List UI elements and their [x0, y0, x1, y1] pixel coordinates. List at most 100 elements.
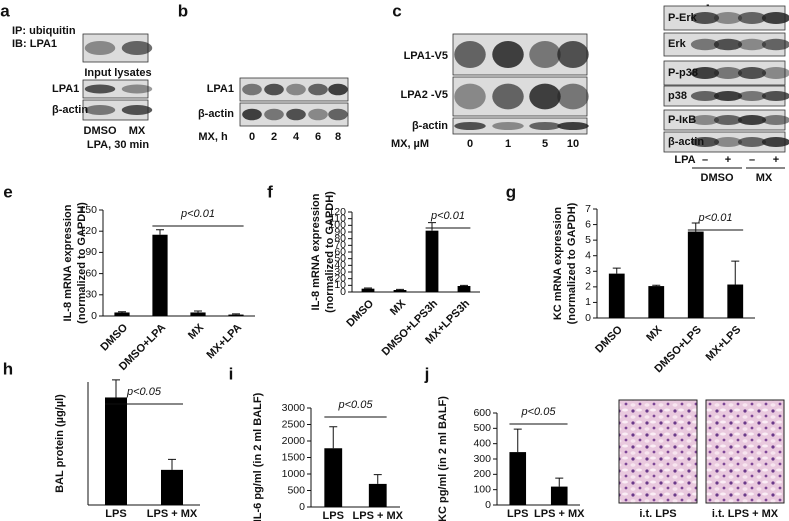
y-axis-label: IL-8 mRNA expression: [62, 204, 74, 321]
group-label: MX: [756, 172, 773, 184]
blot-band: [121, 84, 153, 94]
y-tick-label: 120: [79, 225, 97, 237]
bar: [361, 288, 375, 292]
x-tick-label: MX+LPA: [205, 322, 245, 362]
y-tick-label: 0: [485, 499, 491, 511]
y-tick-label: 20: [334, 272, 346, 284]
p-value: p<0.05: [338, 399, 374, 411]
y-axis-label: KC pg/ml (in 2 ml BALF): [437, 396, 449, 521]
error-bar: [460, 284, 468, 286]
x-tick-label: LPS: [323, 510, 344, 521]
lane-label: 5: [542, 138, 548, 150]
bar: [324, 448, 343, 507]
blot-band: [690, 67, 720, 79]
blot-label: P-IκB: [668, 114, 696, 126]
blot-band: [492, 40, 524, 69]
p-value: p<0.05: [521, 406, 557, 418]
y-tick-label: 0: [299, 501, 305, 513]
blot-band: [690, 115, 720, 125]
error-bar: [731, 260, 740, 285]
y-tick-label: 90: [334, 226, 346, 238]
error-bar: [652, 284, 661, 287]
y-tick-label: 2: [585, 281, 591, 293]
panel-letter: a: [0, 1, 10, 20]
lane-label: 1: [505, 138, 511, 150]
blot-band: [529, 40, 561, 69]
y-tick-label: 110: [329, 212, 346, 224]
micrograph: [618, 399, 698, 504]
blot-label: LPA2 -V5: [401, 89, 448, 101]
bar: [608, 273, 625, 318]
lane-label: 10: [567, 138, 579, 150]
y-tick-label: 30: [85, 289, 97, 301]
blot-band: [286, 83, 306, 96]
lane-label: DMSO: [84, 125, 117, 137]
y-tick-label: 1000: [282, 468, 306, 480]
blot-band: [121, 105, 153, 115]
x-tick-label: MX: [388, 297, 409, 318]
blot-band: [84, 84, 116, 94]
error-bar: [364, 287, 372, 289]
y-tick-label: 70: [334, 239, 346, 251]
lane-label: –: [702, 154, 708, 166]
lane-axis-label: MX, µM: [391, 138, 429, 150]
y-axis-label: KC mRNA expression: [552, 207, 564, 321]
y-tick-label: 0: [585, 312, 591, 324]
blot-label: Input lysates: [84, 67, 151, 79]
error-bar: [612, 267, 621, 274]
y-axis-label: (normalized to GAPDH): [566, 202, 578, 324]
lane-label: 6: [315, 131, 321, 143]
y-tick-label: 150: [79, 204, 97, 216]
blot-band: [761, 12, 789, 24]
error-bar: [156, 229, 164, 235]
blot-band: [690, 12, 720, 24]
blot-band: [737, 137, 767, 147]
error-bar: [112, 379, 120, 398]
y-tick-label: 3000: [282, 402, 306, 414]
panel-letter: f: [267, 182, 273, 201]
bar: [161, 469, 183, 505]
y-tick-label: 2000: [282, 435, 306, 447]
micrograph: [705, 399, 785, 504]
panel-letter: g: [506, 182, 516, 201]
y-axis-label: BAL protein (µg/µl): [54, 394, 66, 493]
bar: [648, 286, 665, 318]
y-tick-label: 500: [473, 422, 491, 434]
y-tick-label: 600: [473, 407, 491, 419]
blot-band: [557, 83, 589, 110]
x-tick-label: MX+LPS: [704, 324, 744, 364]
panel-letter: h: [3, 359, 13, 378]
y-tick-label: 30: [334, 266, 346, 278]
y-tick-label: 400: [473, 437, 491, 449]
x-tick-label: MX: [644, 323, 665, 344]
y-tick-label: 100: [328, 219, 346, 231]
blot-strip: [82, 79, 149, 99]
blot-band: [492, 122, 524, 130]
bar: [190, 312, 206, 316]
error-bar: [373, 474, 382, 484]
blot-band: [286, 108, 306, 121]
blot-band: [529, 83, 561, 110]
blot-band: [690, 137, 720, 147]
y-axis-label: IL-6 pg/ml (in 2 ml BALF): [252, 392, 264, 521]
blot-band: [454, 40, 486, 69]
y-tick-label: 7: [585, 203, 591, 215]
x-tick-label: LPS + MX: [147, 508, 198, 520]
bar: [114, 312, 130, 316]
blot-label: IB: LPA1: [12, 38, 57, 50]
blot-band: [308, 83, 328, 96]
y-tick-label: 90: [85, 246, 97, 258]
y-tick-label: 100: [473, 483, 491, 495]
panel-letter: e: [3, 182, 12, 201]
y-tick-label: 4: [585, 249, 591, 261]
blot-label: β-actin: [412, 120, 448, 132]
x-tick-label: DMSO: [344, 297, 376, 329]
lane-label: –: [749, 154, 755, 166]
blot-label: LPA1-V5: [404, 50, 448, 62]
lane-label: +: [773, 154, 779, 166]
group-label: DMSO: [701, 172, 734, 184]
y-tick-label: 300: [473, 453, 491, 465]
y-tick-label: 50: [334, 252, 346, 264]
bar: [550, 486, 568, 505]
x-tick-label: LPS + MX: [534, 508, 585, 520]
